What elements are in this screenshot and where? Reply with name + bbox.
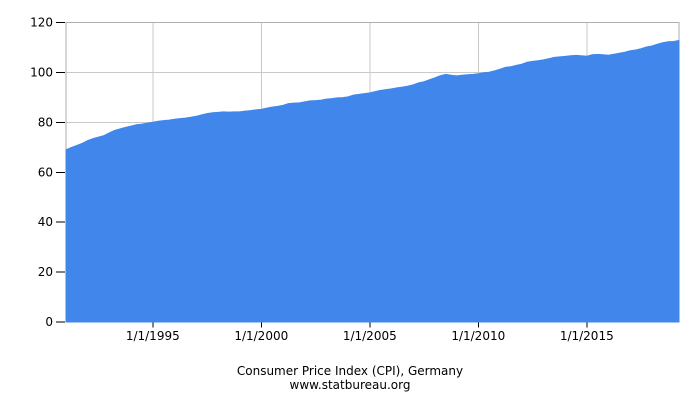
- x-tick-label: 1/1/2005: [343, 329, 397, 343]
- y-tick-label: 80: [38, 115, 53, 129]
- axis-layer: 0 20 40 60 80 100 120 1/1/1995 1/1/2000 1/1/2005 1…: [30, 16, 614, 344]
- x-tick-label: 1/1/1995: [126, 329, 180, 343]
- y-tick-label: 20: [38, 265, 53, 279]
- cpi-area-fill: [65, 39, 680, 323]
- y-tick-label: 120: [30, 16, 53, 30]
- chart-subtitle: www.statbureau.org: [290, 378, 411, 392]
- x-tick-label: 1/1/2000: [234, 329, 288, 343]
- x-tick-label: 1/1/2015: [560, 329, 614, 343]
- y-tick-label: 0: [45, 315, 53, 329]
- y-tick-label: 40: [38, 215, 53, 229]
- x-tick-label: 1/1/2010: [451, 329, 505, 343]
- area-series-layer: [65, 39, 680, 323]
- y-tick-label: 100: [30, 65, 53, 79]
- chart-title: Consumer Price Index (CPI), Germany: [237, 364, 463, 378]
- y-tick-label: 60: [38, 165, 53, 179]
